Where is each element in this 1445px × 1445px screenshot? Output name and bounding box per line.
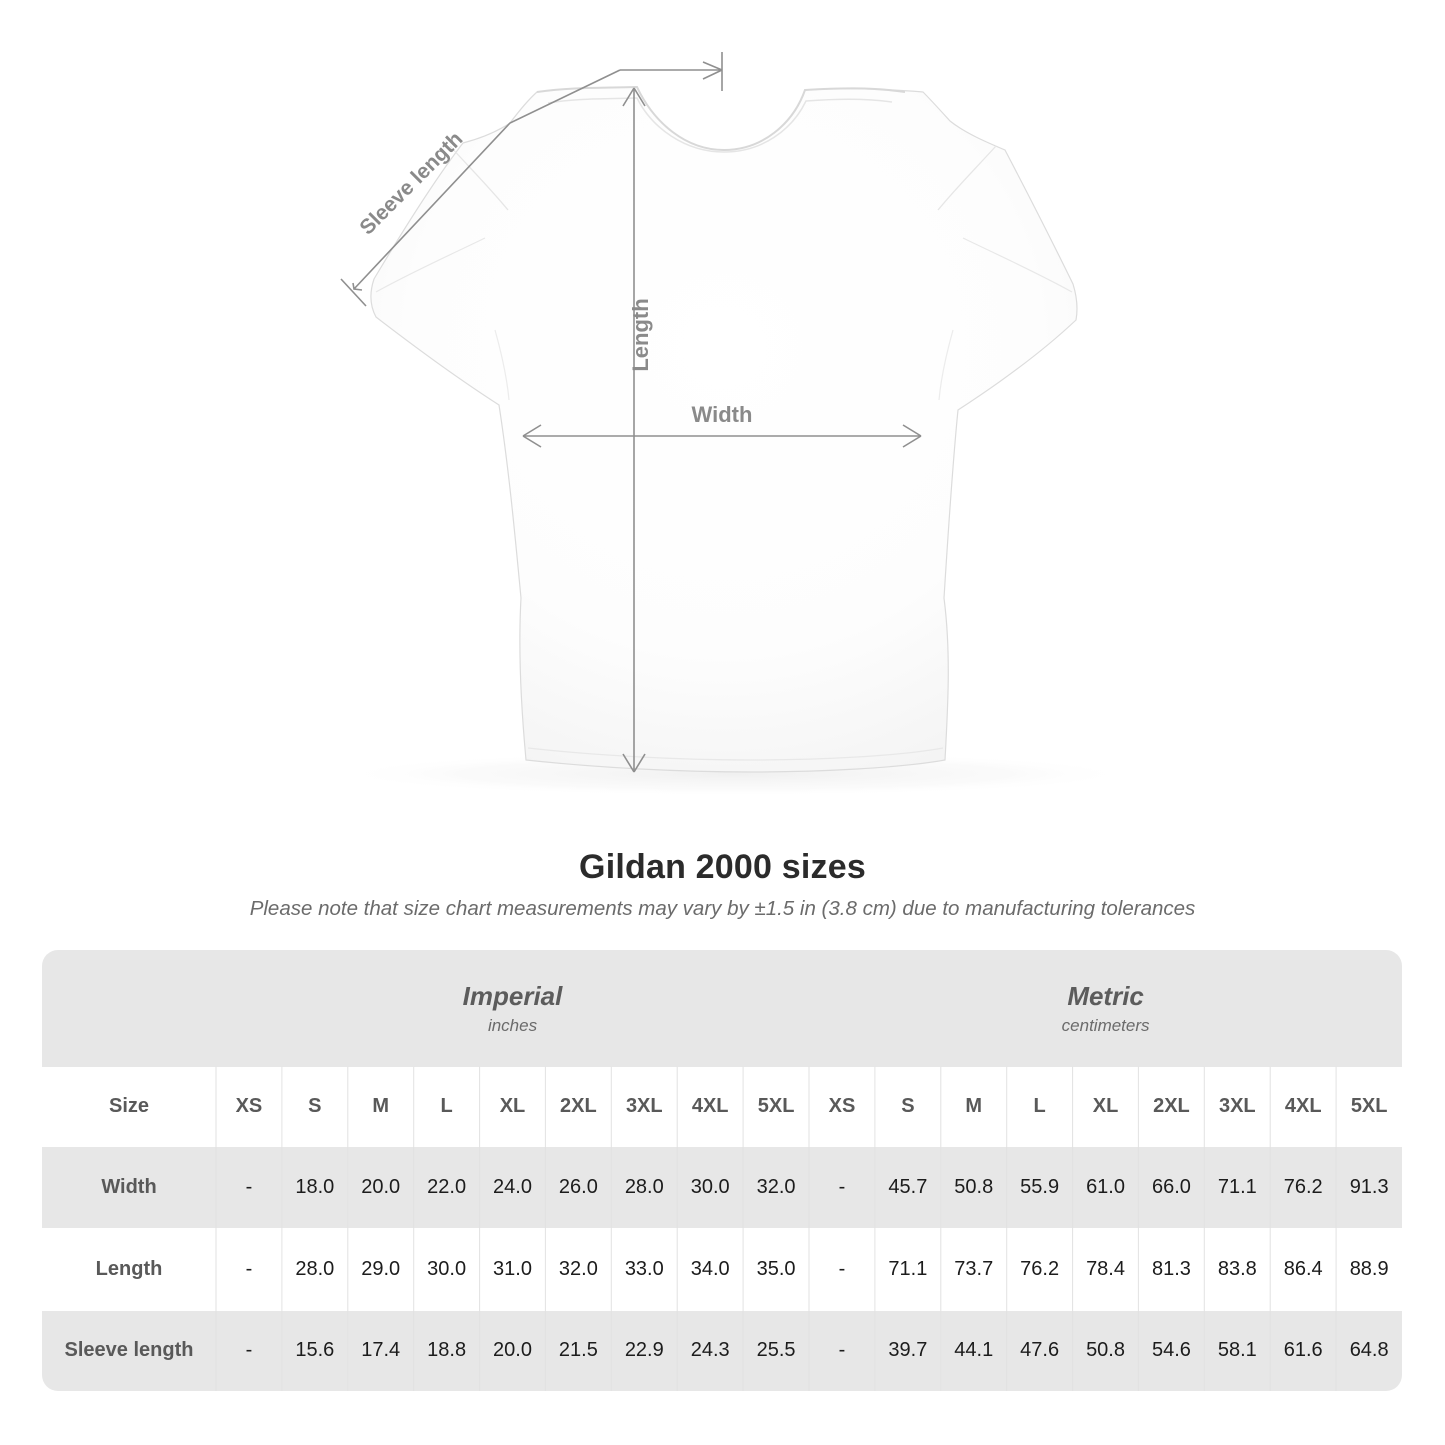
svg-text:Width: Width <box>692 402 753 427</box>
svg-text:Length: Length <box>628 298 653 371</box>
